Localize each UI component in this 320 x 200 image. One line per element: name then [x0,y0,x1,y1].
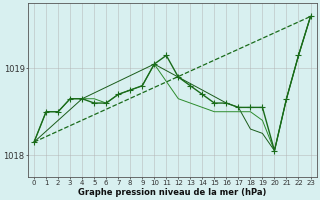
X-axis label: Graphe pression niveau de la mer (hPa): Graphe pression niveau de la mer (hPa) [78,188,267,197]
